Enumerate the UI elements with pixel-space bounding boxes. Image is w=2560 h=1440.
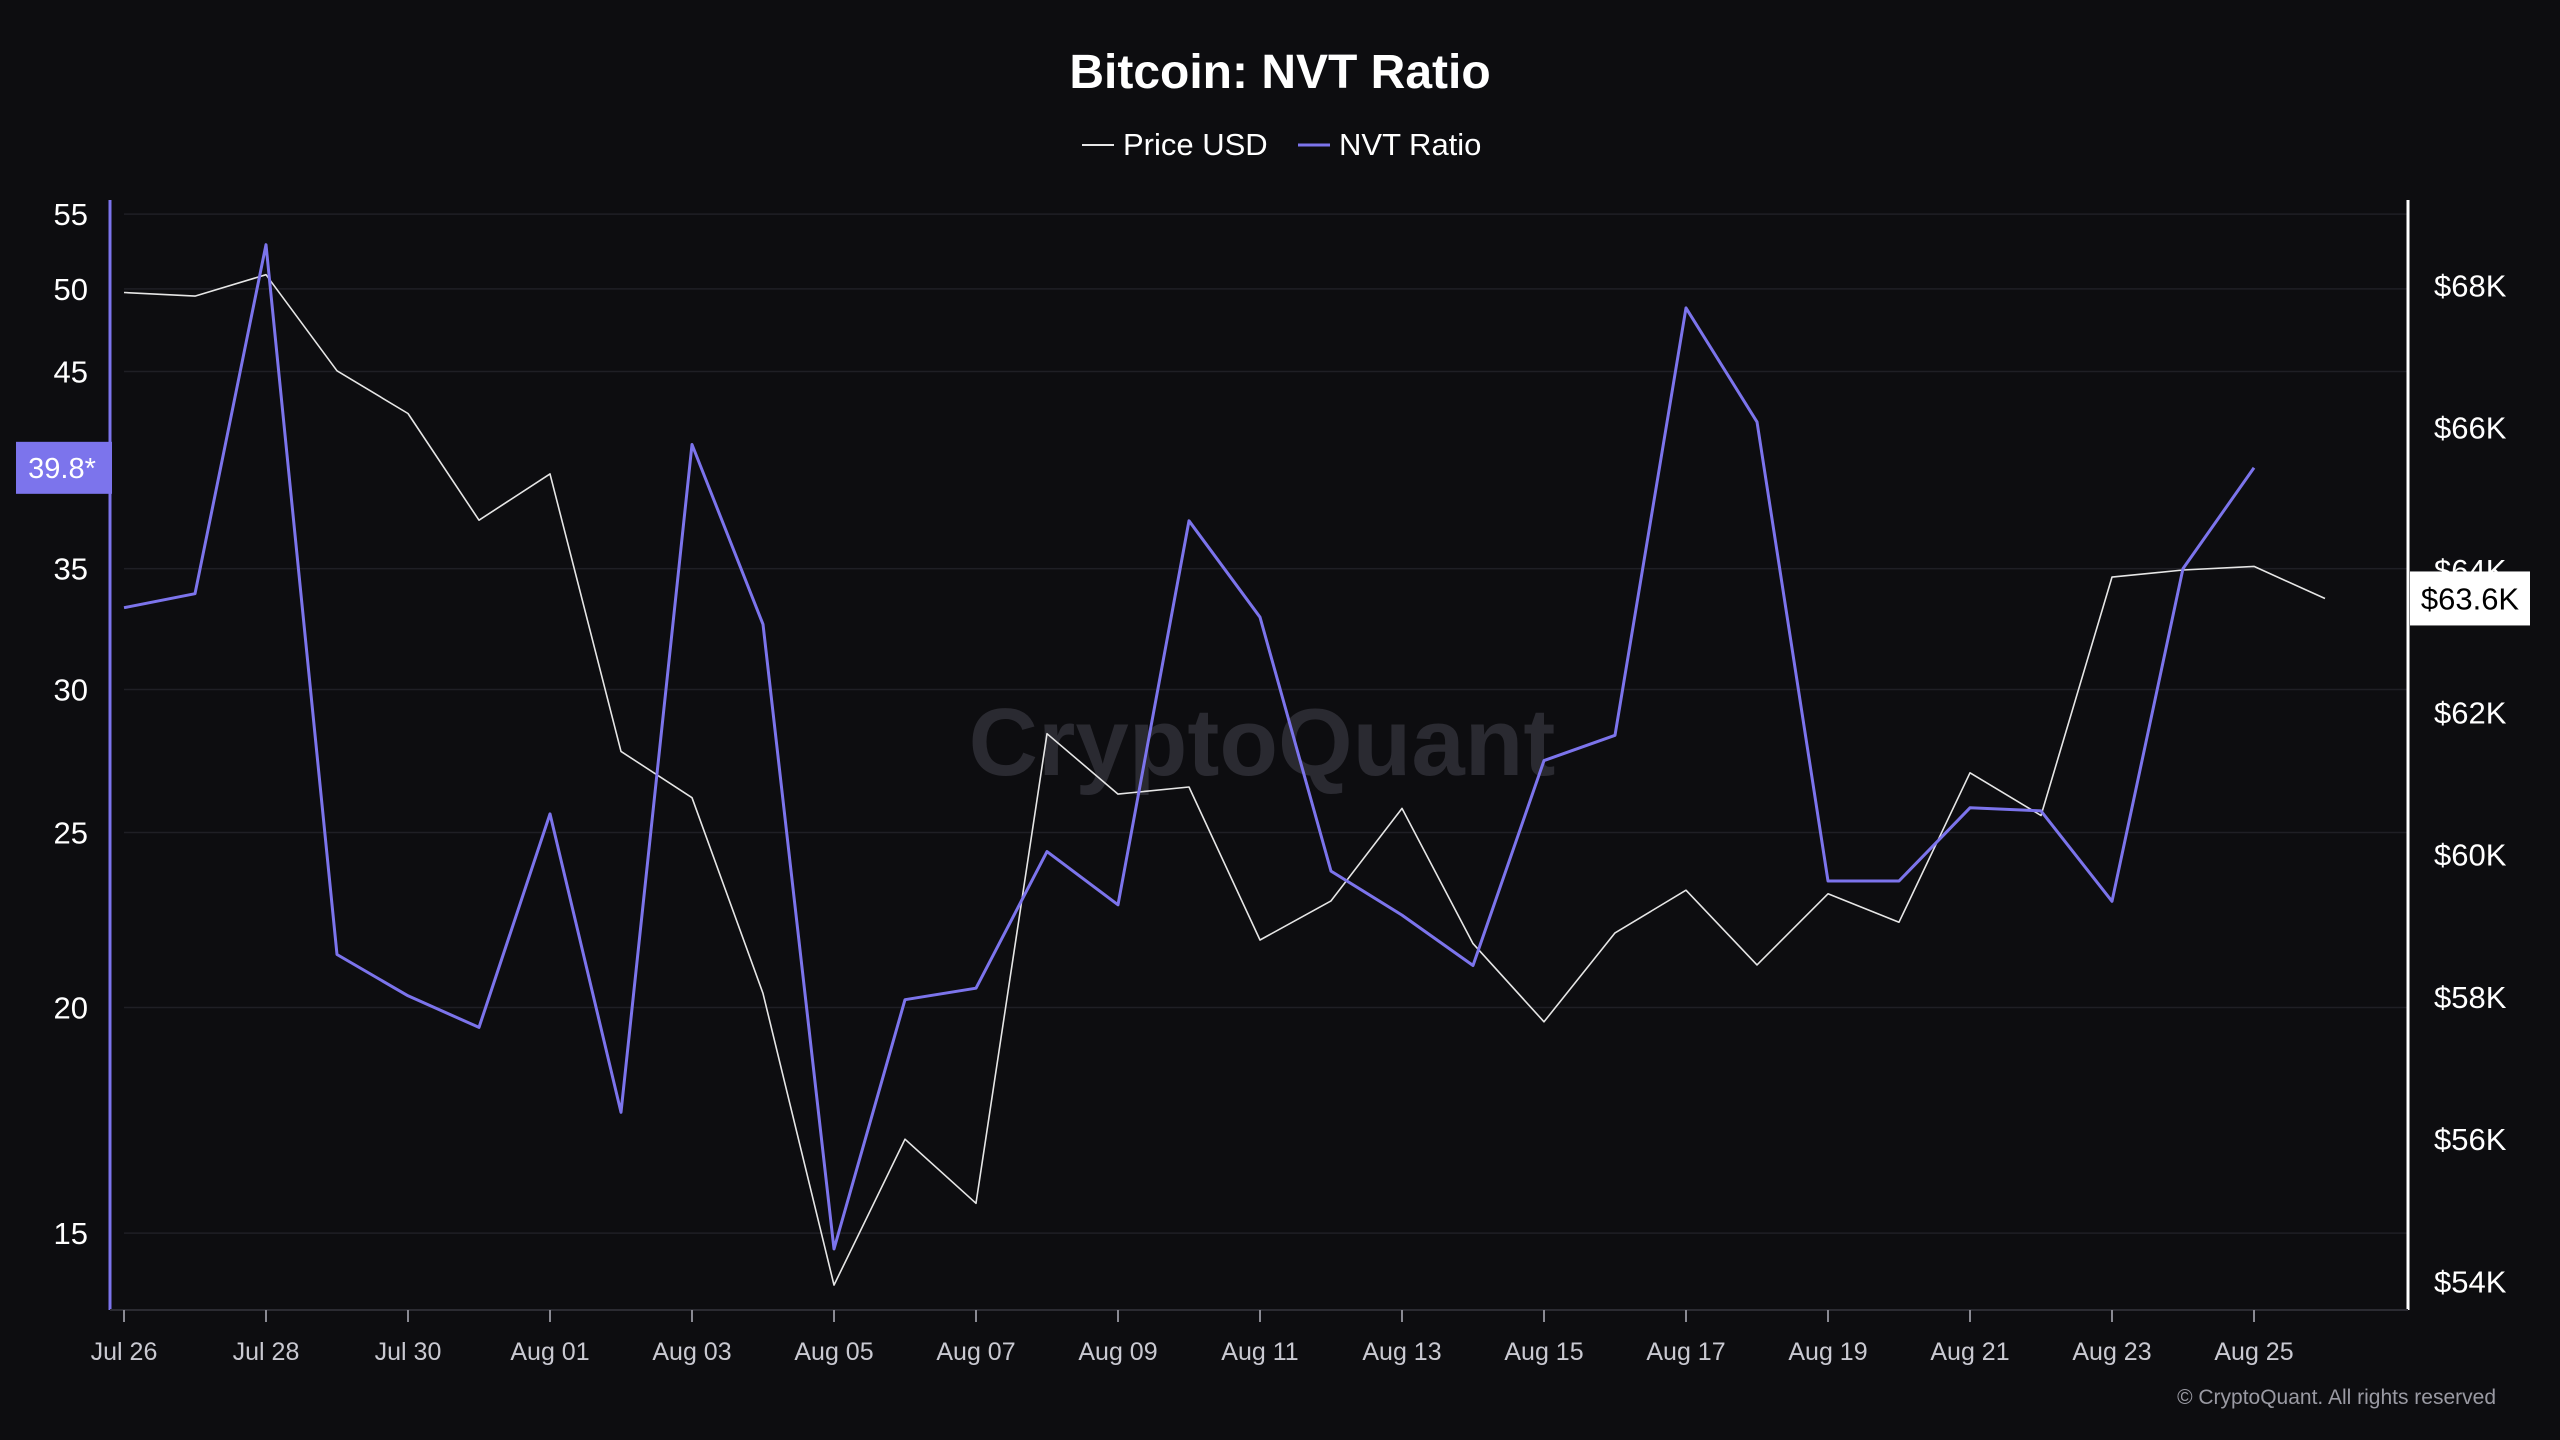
- left-current-badge: 39.8*: [16, 441, 112, 494]
- left-tick-label: 30: [54, 673, 88, 708]
- x-tick-label: Aug 17: [1646, 1338, 1725, 1366]
- right-tick-label: $60K: [2434, 838, 2507, 873]
- right-current-badge: $63.6K: [2410, 571, 2530, 626]
- left-tick-label: 55: [54, 197, 88, 232]
- x-tick-label: Aug 11: [1221, 1338, 1298, 1366]
- x-tick-label: Jul 26: [91, 1338, 158, 1366]
- watermark: CryptoQuant: [969, 689, 1556, 796]
- left-tick-label: 50: [54, 272, 88, 307]
- left-axis-ticks: 15 20 25 30 35 45 50 55: [54, 197, 88, 1251]
- x-tick-label: Aug 25: [2214, 1338, 2293, 1366]
- x-tick-label: Aug 23: [2072, 1338, 2151, 1366]
- chart-title: Bitcoin: NVT Ratio: [1069, 46, 1490, 99]
- x-tick-label: Aug 07: [936, 1338, 1015, 1366]
- left-tick-label: 25: [54, 816, 88, 851]
- nvt-ratio-line: [123, 243, 2256, 1251]
- gridlines: [124, 213, 2408, 1234]
- right-tick-label: $68K: [2434, 268, 2507, 303]
- x-tick-label: Aug 05: [794, 1338, 873, 1366]
- series-lines: [123, 243, 2326, 1286]
- left-tick-label: 20: [54, 991, 88, 1026]
- x-tick-label: Aug 19: [1788, 1338, 1867, 1366]
- right-badge-value: $63.6K: [2421, 581, 2520, 616]
- price-usd-line: [123, 273, 2326, 1286]
- left-tick-label: 15: [54, 1216, 88, 1251]
- legend[interactable]: Price USD NVT Ratio: [1082, 127, 1481, 162]
- legend-price-label[interactable]: Price USD: [1123, 127, 1268, 162]
- left-badge-value: 39.8*: [28, 453, 96, 485]
- left-tick-label: 45: [54, 355, 88, 390]
- x-tick-label: Aug 01: [510, 1338, 589, 1366]
- x-tick-label: Aug 15: [1504, 1338, 1583, 1366]
- right-tick-label: $58K: [2434, 980, 2507, 1015]
- x-tick-label: Jul 28: [233, 1338, 300, 1366]
- right-axis-ticks: $54K$56K$58K$60K$62K$64K$66K$68K: [2434, 268, 2507, 1299]
- left-badge-background: [16, 441, 112, 494]
- right-tick-label: $62K: [2434, 695, 2507, 730]
- x-tick-label: Jul 30: [375, 1338, 442, 1366]
- x-axis-ticks: Jul 26 Jul 28 Jul 30 Aug 01 Aug 03 Aug 05 Aug …: [91, 1310, 2294, 1366]
- right-tick-label: $54K: [2434, 1265, 2507, 1300]
- x-tick-label: Aug 09: [1078, 1338, 1157, 1366]
- x-tick-label: Aug 21: [1930, 1338, 2009, 1366]
- x-tick-label: Aug 03: [652, 1338, 731, 1366]
- copyright: © CryptoQuant. All rights reserved: [2177, 1386, 2496, 1409]
- left-tick-label: 35: [54, 552, 88, 587]
- right-badge-background: [2410, 571, 2530, 626]
- right-tick-label: $66K: [2434, 411, 2507, 446]
- x-tick-label: Aug 13: [1362, 1338, 1441, 1366]
- legend-nvt-label[interactable]: NVT Ratio: [1339, 127, 1481, 162]
- right-tick-label: $56K: [2434, 1122, 2507, 1157]
